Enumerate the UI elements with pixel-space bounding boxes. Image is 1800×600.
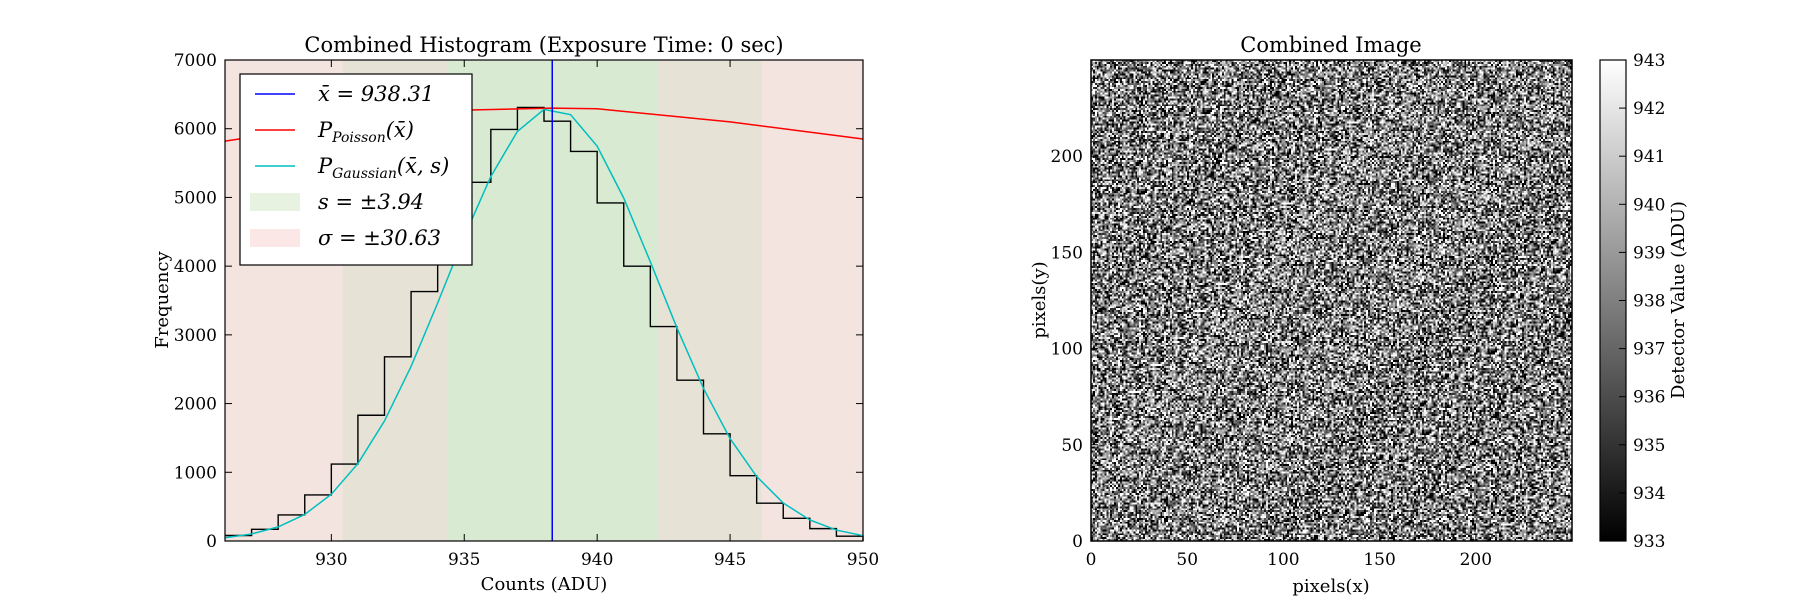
- colorbar-tick-label: 942: [1633, 99, 1665, 119]
- x-tick-label: 200: [1460, 550, 1492, 570]
- y-tick-label: 1000: [174, 463, 217, 483]
- colorbar-tick-label: 939: [1633, 243, 1665, 263]
- x-tick-label: 940: [581, 550, 613, 570]
- y-tick-label: 6000: [174, 120, 217, 140]
- y-tick-label: 0: [1072, 532, 1083, 552]
- histogram-x-axis-label: Counts (ADU): [481, 574, 608, 595]
- y-tick-label: 7000: [174, 51, 217, 71]
- x-tick-label: 0: [1086, 550, 1097, 570]
- legend-entry-label: PGaussian(x̄, s): [317, 154, 449, 182]
- histogram-y-ticks: 0 1000 2000 3000 4000 5000 6000 7000: [174, 51, 863, 552]
- colorbar-tick-label: 943: [1633, 51, 1665, 71]
- colorbar-tick-label: 938: [1633, 292, 1665, 312]
- colorbar-tick-label: 937: [1633, 340, 1665, 360]
- combined-image-heatmap: [1091, 60, 1572, 541]
- x-tick-label: 100: [1267, 550, 1299, 570]
- y-tick-label: 150: [1051, 243, 1083, 263]
- image-y-axis-label: pixels(y): [1029, 261, 1050, 338]
- image-x-axis-label: pixels(x): [1292, 576, 1369, 597]
- x-tick-label: 935: [448, 550, 480, 570]
- colorbar-label: Detector Value (ADU): [1668, 201, 1689, 399]
- y-tick-label: 0: [206, 532, 217, 552]
- colorbar-tick-label: 935: [1633, 436, 1665, 456]
- x-tick-label: 930: [315, 550, 347, 570]
- image-title: Combined Image: [1240, 33, 1421, 57]
- y-tick-label: 200: [1051, 147, 1083, 167]
- colorbar-tick-label: 933: [1633, 532, 1665, 552]
- legend-entry-label: σ = ±30.63: [318, 226, 441, 250]
- legend-entry-label: x̄ = 938.31: [318, 82, 434, 106]
- x-tick-label: 150: [1363, 550, 1395, 570]
- x-tick-label: 950: [847, 550, 879, 570]
- y-tick-label: 100: [1051, 340, 1083, 360]
- histogram-steps: [225, 106, 864, 541]
- legend-entry-label: PPoisson(x̄): [317, 118, 414, 146]
- colorbar-tick-label: 934: [1633, 484, 1665, 504]
- y-tick-label: 3000: [174, 326, 217, 346]
- histogram-step-line: [225, 106, 864, 541]
- x-tick-label: 50: [1176, 550, 1198, 570]
- x-tick-label: 945: [714, 550, 746, 570]
- colorbar-tick-label: 936: [1633, 388, 1665, 408]
- y-tick-label: 5000: [174, 188, 217, 208]
- colorbar-tick-label: 941: [1633, 147, 1665, 167]
- histogram-chart: 930 935 940 945 950 0 1000 2000 3000 4000 5000 600…: [152, 33, 879, 595]
- gaussian-curve: [224, 108, 864, 539]
- legend-patch-swatch: [250, 193, 300, 211]
- legend-patch-swatch: [250, 229, 300, 247]
- histogram-y-axis-label: Frequency: [152, 250, 173, 348]
- legend-entry-label: s = ±3.94: [318, 190, 424, 214]
- y-tick-label: 50: [1061, 436, 1083, 456]
- histogram-title: Combined Histogram (Exposure Time: 0 sec…: [304, 33, 783, 57]
- histogram-plot-frame: [224, 59, 864, 542]
- y-tick-label: 2000: [174, 395, 217, 415]
- histogram-x-ticks: 930 935 940 945 950: [315, 60, 879, 570]
- colorbar: [1600, 60, 1626, 541]
- y-tick-label: 4000: [174, 257, 217, 277]
- histogram-legend: x̄ = 938.31 PPoisson(x̄) PGaussian(x̄, s) s…: [239, 73, 473, 266]
- colorbar-tick-label: 940: [1633, 195, 1665, 215]
